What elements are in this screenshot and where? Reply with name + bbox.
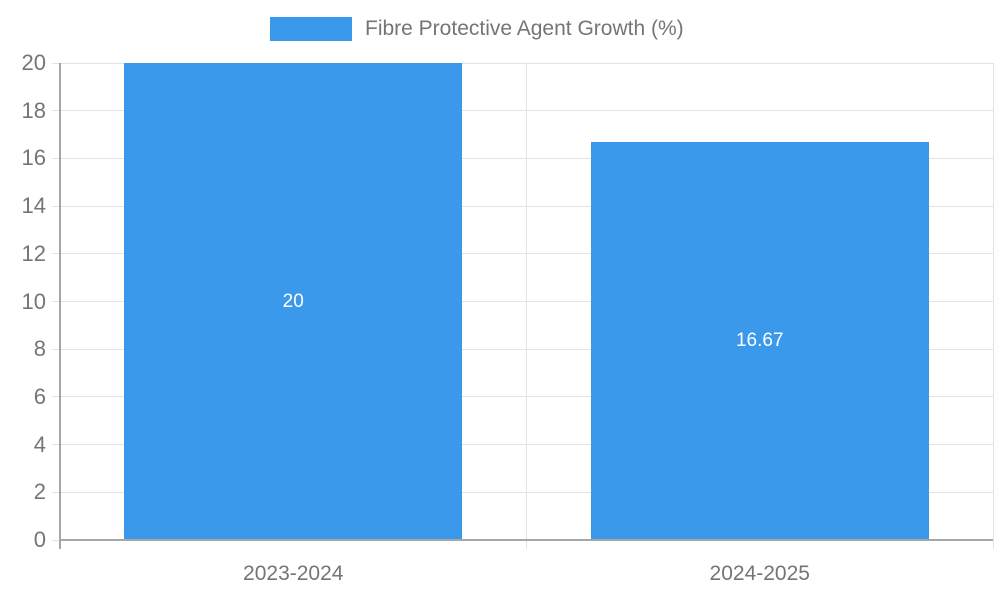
x-tick-label: 2023-2024 [243,562,344,585]
bar-value-label: 16.67 [735,330,784,352]
y-axis-line [59,63,61,549]
y-axis-tick [52,444,60,446]
y-tick-label: 18 [21,97,46,123]
y-tick-label: 2 [33,479,46,505]
y-axis-tick [52,110,60,112]
y-axis-tick [52,62,60,64]
y-tick-label: 10 [21,288,46,314]
chart-legend[interactable]: Fibre Protective Agent Growth (%) [270,17,684,41]
gridline-vertical [526,63,527,549]
legend-swatch [270,17,352,41]
bar[interactable] [124,63,463,540]
y-tick-label: 4 [33,431,46,457]
y-axis-tick [52,253,60,255]
y-tick-label: 20 [21,50,46,75]
bar-value-label: 20 [282,290,304,312]
y-tick-label: 16 [21,145,46,171]
y-tick-label: 14 [21,193,46,219]
y-tick-label: 6 [33,383,46,409]
y-axis-tick [52,491,60,493]
y-axis-tick [52,539,60,541]
y-axis-tick [52,205,60,207]
y-axis-tick [52,396,60,398]
x-axis-line [59,539,993,541]
x-tick-label: 2024-2025 [709,562,810,585]
legend-label: Fibre Protective Agent Growth (%) [365,17,684,40]
gridline-vertical [992,63,994,549]
y-axis-tick [52,301,60,302]
y-tick-label: 8 [33,336,46,362]
y-tick-label: 0 [33,527,46,552]
y-tick-label: 12 [21,240,46,266]
bar[interactable] [590,142,929,540]
y-axis-tick [52,157,60,159]
y-axis-tick [52,348,60,350]
